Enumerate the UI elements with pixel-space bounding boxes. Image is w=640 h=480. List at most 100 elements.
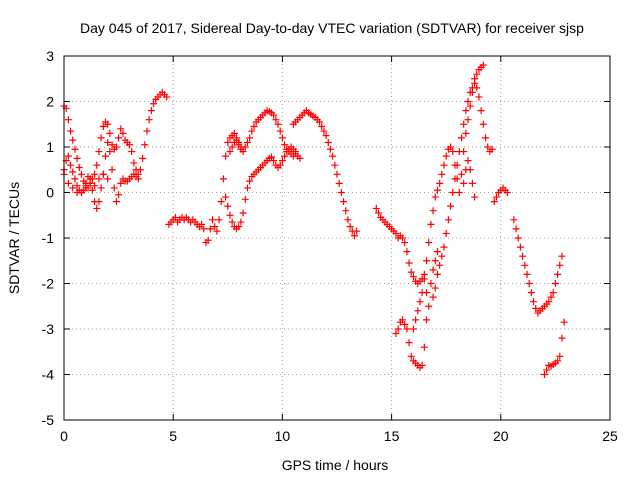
data-point	[477, 107, 485, 115]
data-point	[431, 257, 439, 265]
data-point	[438, 252, 446, 260]
data-point	[134, 175, 142, 183]
data-point	[246, 134, 254, 142]
data-point	[222, 152, 230, 160]
data-point	[455, 189, 463, 196]
data-point	[442, 152, 450, 160]
data-point	[392, 229, 400, 237]
data-point	[427, 280, 435, 287]
data-point	[333, 170, 341, 178]
data-point	[479, 61, 487, 69]
data-point	[405, 259, 413, 267]
y-tick-label: 0	[46, 185, 54, 201]
data-point	[115, 134, 123, 142]
data-point	[267, 153, 275, 161]
data-point	[126, 141, 134, 149]
data-point	[425, 302, 433, 310]
data-point	[433, 270, 441, 278]
data-point	[420, 343, 428, 351]
data-point	[449, 189, 457, 196]
data-point	[488, 145, 496, 153]
data-point	[523, 270, 531, 278]
data-point	[128, 148, 136, 156]
data-point	[447, 202, 455, 210]
data-point	[71, 145, 79, 153]
data-point	[337, 189, 345, 196]
data-point	[281, 152, 289, 160]
data-point	[200, 225, 208, 233]
data-point	[73, 154, 81, 162]
data-point	[468, 84, 476, 92]
data-point	[119, 129, 127, 137]
data-point	[392, 330, 400, 338]
data-point	[209, 216, 217, 224]
plot-area: 0 5 10 15 20 25 -5 -4 -3 -2 -1 0 1 2 3	[42, 48, 618, 444]
data-point	[558, 334, 566, 342]
data-point	[226, 211, 234, 219]
data-point	[217, 198, 225, 206]
x-axis-label: GPS time / hours	[282, 457, 389, 473]
data-point	[139, 154, 147, 162]
data-point	[97, 134, 105, 142]
data-point	[405, 339, 413, 347]
data-point	[324, 138, 332, 146]
data-point	[560, 318, 568, 326]
data-point	[86, 179, 94, 187]
data-point	[112, 198, 120, 206]
data-point	[442, 229, 450, 237]
data-point	[136, 166, 144, 174]
data-point	[429, 293, 437, 301]
data-point	[278, 157, 286, 165]
data-point	[106, 129, 114, 137]
data-point	[418, 289, 426, 297]
data-point	[316, 118, 324, 126]
data-point	[431, 284, 439, 292]
data-point	[433, 248, 441, 256]
data-point	[112, 143, 120, 151]
data-point	[344, 216, 352, 224]
data-point	[549, 289, 557, 297]
x-tick-label: 20	[493, 428, 509, 444]
data-point	[206, 225, 214, 233]
data-point	[457, 134, 465, 142]
data-point	[222, 193, 230, 201]
y-tick-label: 1	[46, 139, 54, 155]
data-point	[95, 148, 103, 156]
data-point	[521, 261, 529, 269]
data-point	[473, 70, 481, 78]
data-point	[530, 298, 538, 306]
data-point	[143, 127, 151, 135]
data-point	[399, 316, 407, 324]
data-point	[77, 170, 85, 178]
data-point	[464, 157, 472, 165]
data-point	[115, 191, 123, 199]
data-point	[455, 148, 463, 156]
data-point	[270, 157, 278, 165]
data-point	[543, 366, 551, 374]
data-point	[296, 154, 304, 162]
data-point	[464, 116, 472, 124]
data-point	[67, 127, 75, 135]
data-point	[224, 202, 232, 210]
data-point	[444, 216, 452, 224]
data-point	[97, 184, 105, 192]
data-point	[418, 361, 426, 369]
data-point	[64, 152, 72, 160]
data-point	[104, 138, 112, 146]
data-point	[532, 305, 540, 313]
y-tick-label: 2	[46, 94, 54, 110]
data-point	[401, 239, 409, 247]
data-point	[466, 102, 474, 110]
data-point	[226, 148, 234, 156]
data-point	[438, 170, 446, 178]
data-point	[69, 184, 77, 192]
data-point	[479, 120, 487, 128]
data-point	[224, 138, 232, 146]
data-point	[77, 189, 85, 196]
data-point	[460, 179, 468, 187]
data-point	[230, 129, 238, 137]
data-point	[117, 125, 125, 133]
data-point	[466, 166, 474, 174]
data-point	[433, 186, 441, 194]
data-point	[117, 179, 125, 187]
